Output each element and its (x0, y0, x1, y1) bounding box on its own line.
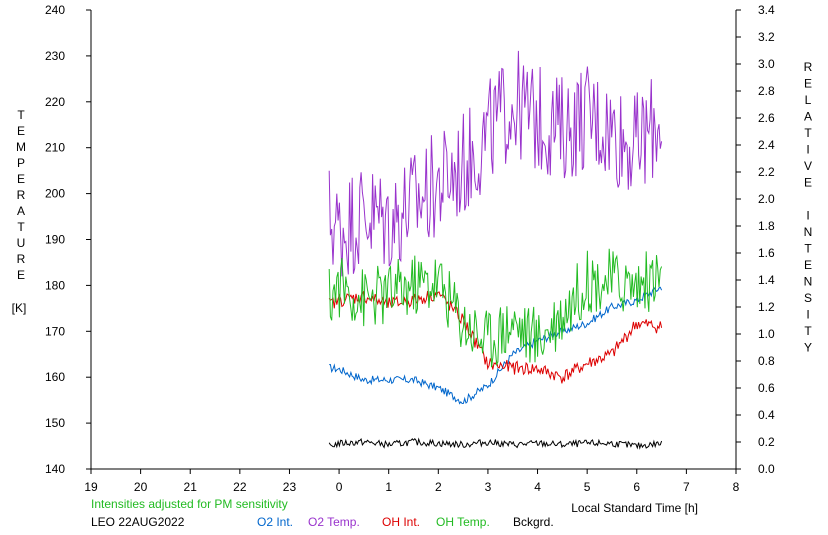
station-label: LEO 22AUG2022 (91, 515, 185, 529)
right-axis-title-letter: A (804, 110, 812, 124)
y-right-tick-label: 1.8 (758, 219, 775, 233)
legend-entry: O2 Temp. (308, 515, 360, 529)
y-left-tick-label: 240 (45, 3, 65, 17)
left-axis-title-letter: R (17, 188, 26, 202)
left-axis-title-letter: A (17, 204, 25, 218)
x-tick-label: 8 (733, 480, 740, 494)
y-right-tick-label: 3.0 (758, 57, 775, 71)
left-axis-title-letter: E (17, 124, 25, 138)
right-axis-title-letter: L (805, 93, 812, 107)
legend-entry: Bckgrd. (513, 515, 554, 529)
left-axis-title-letter: E (17, 268, 25, 282)
right-axis-title-letter: I (806, 209, 809, 223)
right-axis-title-letter: T (804, 324, 812, 338)
y-axis-left: 140 150 160 170 180 190 200 210 220 230 240 (45, 3, 91, 476)
y-right-tick-label: 0.6 (758, 381, 775, 395)
y-right-tick-label: 2.0 (758, 192, 775, 206)
left-axis-title-letter: T (17, 108, 25, 122)
right-axis-title-letter: I (806, 143, 809, 157)
y-left-tick-label: 180 (45, 278, 65, 292)
y-right-tick-label: 1.0 (758, 327, 775, 341)
series-o2-int-line (329, 286, 663, 405)
x-tick-label: 21 (184, 480, 198, 494)
y-right-tick-label: 1.4 (758, 273, 775, 287)
y-right-tick-label: 2.6 (758, 111, 775, 125)
left-axis-title-letter: P (17, 156, 25, 170)
legend-entry: OH Int. (382, 515, 420, 529)
y-right-tick-label: 1.6 (758, 246, 775, 260)
left-axis-title-letter: E (17, 172, 25, 186)
y-right-tick-label: 2.8 (758, 84, 775, 98)
left-axis-title-letter: T (17, 220, 25, 234)
left-axis-unit: [K] (12, 301, 27, 315)
right-axis-title-letter: Y (804, 341, 812, 355)
y-right-tick-label: 0.8 (758, 354, 775, 368)
left-axis-title-letter: M (16, 140, 26, 154)
series-oh-temp-line (328, 248, 663, 368)
y-left-tick-label: 190 (45, 233, 65, 247)
y-right-tick-label: 0.4 (758, 408, 775, 422)
y-left-tick-label: 230 (45, 49, 65, 63)
y-right-tick-label: 0.0 (758, 462, 775, 476)
right-axis-title-letter: R (804, 60, 813, 74)
right-axis-title-letter: S (804, 291, 812, 305)
y-right-tick-label: 1.2 (758, 300, 775, 314)
right-axis-title-letter: T (804, 242, 812, 256)
y-right-tick-label: 2.4 (758, 138, 775, 152)
series-o2-temp-line (328, 50, 663, 277)
x-tick-label: 5 (584, 480, 591, 494)
series-bckgrd-line (328, 437, 663, 450)
legend-entry: O2 Int. (257, 515, 293, 529)
left-axis-title-letter: U (17, 236, 26, 250)
x-tick-label: 19 (84, 480, 98, 494)
y-left-tick-label: 170 (45, 324, 65, 338)
right-axis-title-letter: V (804, 159, 812, 173)
right-axis-title-letter: N (804, 225, 813, 239)
y-left-tick-label: 210 (45, 141, 65, 155)
y-left-tick-label: 150 (45, 416, 65, 430)
series-oh-int-line (328, 290, 663, 384)
x-axis: 19 20 21 22 23 0 1 2 3 4 5 6 7 8 (84, 469, 740, 494)
x-tick-label: 1 (385, 480, 392, 494)
right-axis-title-letter: E (804, 77, 812, 91)
x-tick-label: 3 (485, 480, 492, 494)
right-axis-title-letter: T (804, 126, 812, 140)
right-axis-title-letter: E (804, 258, 812, 272)
y-left-tick-label: 220 (45, 95, 65, 109)
y-left-tick-label: 160 (45, 370, 65, 384)
x-tick-label: 4 (534, 480, 541, 494)
series-lines (328, 50, 663, 450)
x-tick-label: 22 (233, 480, 247, 494)
legend-entry: OH Temp. (436, 515, 490, 529)
x-tick-label: 23 (283, 480, 297, 494)
plot-frame (90, 10, 737, 470)
y-axis-right: 0.0 0.2 0.4 0.6 0.8 1.0 1.2 1.4 1.6 1.8 2.0 2.2 2.4 2… (736, 3, 775, 476)
x-tick-label: 7 (683, 480, 690, 494)
x-tick-label: 6 (633, 480, 640, 494)
y-right-tick-label: 0.2 (758, 435, 775, 449)
right-axis-title-letter: I (806, 308, 809, 322)
legend: O2 Int. O2 Temp. OH Int. OH Temp. Bckgrd. (257, 515, 554, 529)
y-left-tick-label: 200 (45, 187, 65, 201)
y-right-tick-label: 2.2 (758, 165, 775, 179)
right-axis-title-letter: N (804, 275, 813, 289)
note-text: Intensities adjusted for PM sensitivity (91, 497, 288, 511)
x-tick-label: 20 (134, 480, 148, 494)
left-axis-title-letter: R (17, 252, 26, 266)
y-right-tick-label: 3.2 (758, 30, 775, 44)
right-axis-title-letter: E (804, 176, 812, 190)
x-tick-label: 0 (336, 480, 343, 494)
x-axis-label: Local Standard Time [h] (571, 501, 698, 515)
y-right-tick-label: 3.4 (758, 3, 775, 17)
y-left-tick-label: 140 (45, 462, 65, 476)
x-tick-label: 2 (435, 480, 442, 494)
